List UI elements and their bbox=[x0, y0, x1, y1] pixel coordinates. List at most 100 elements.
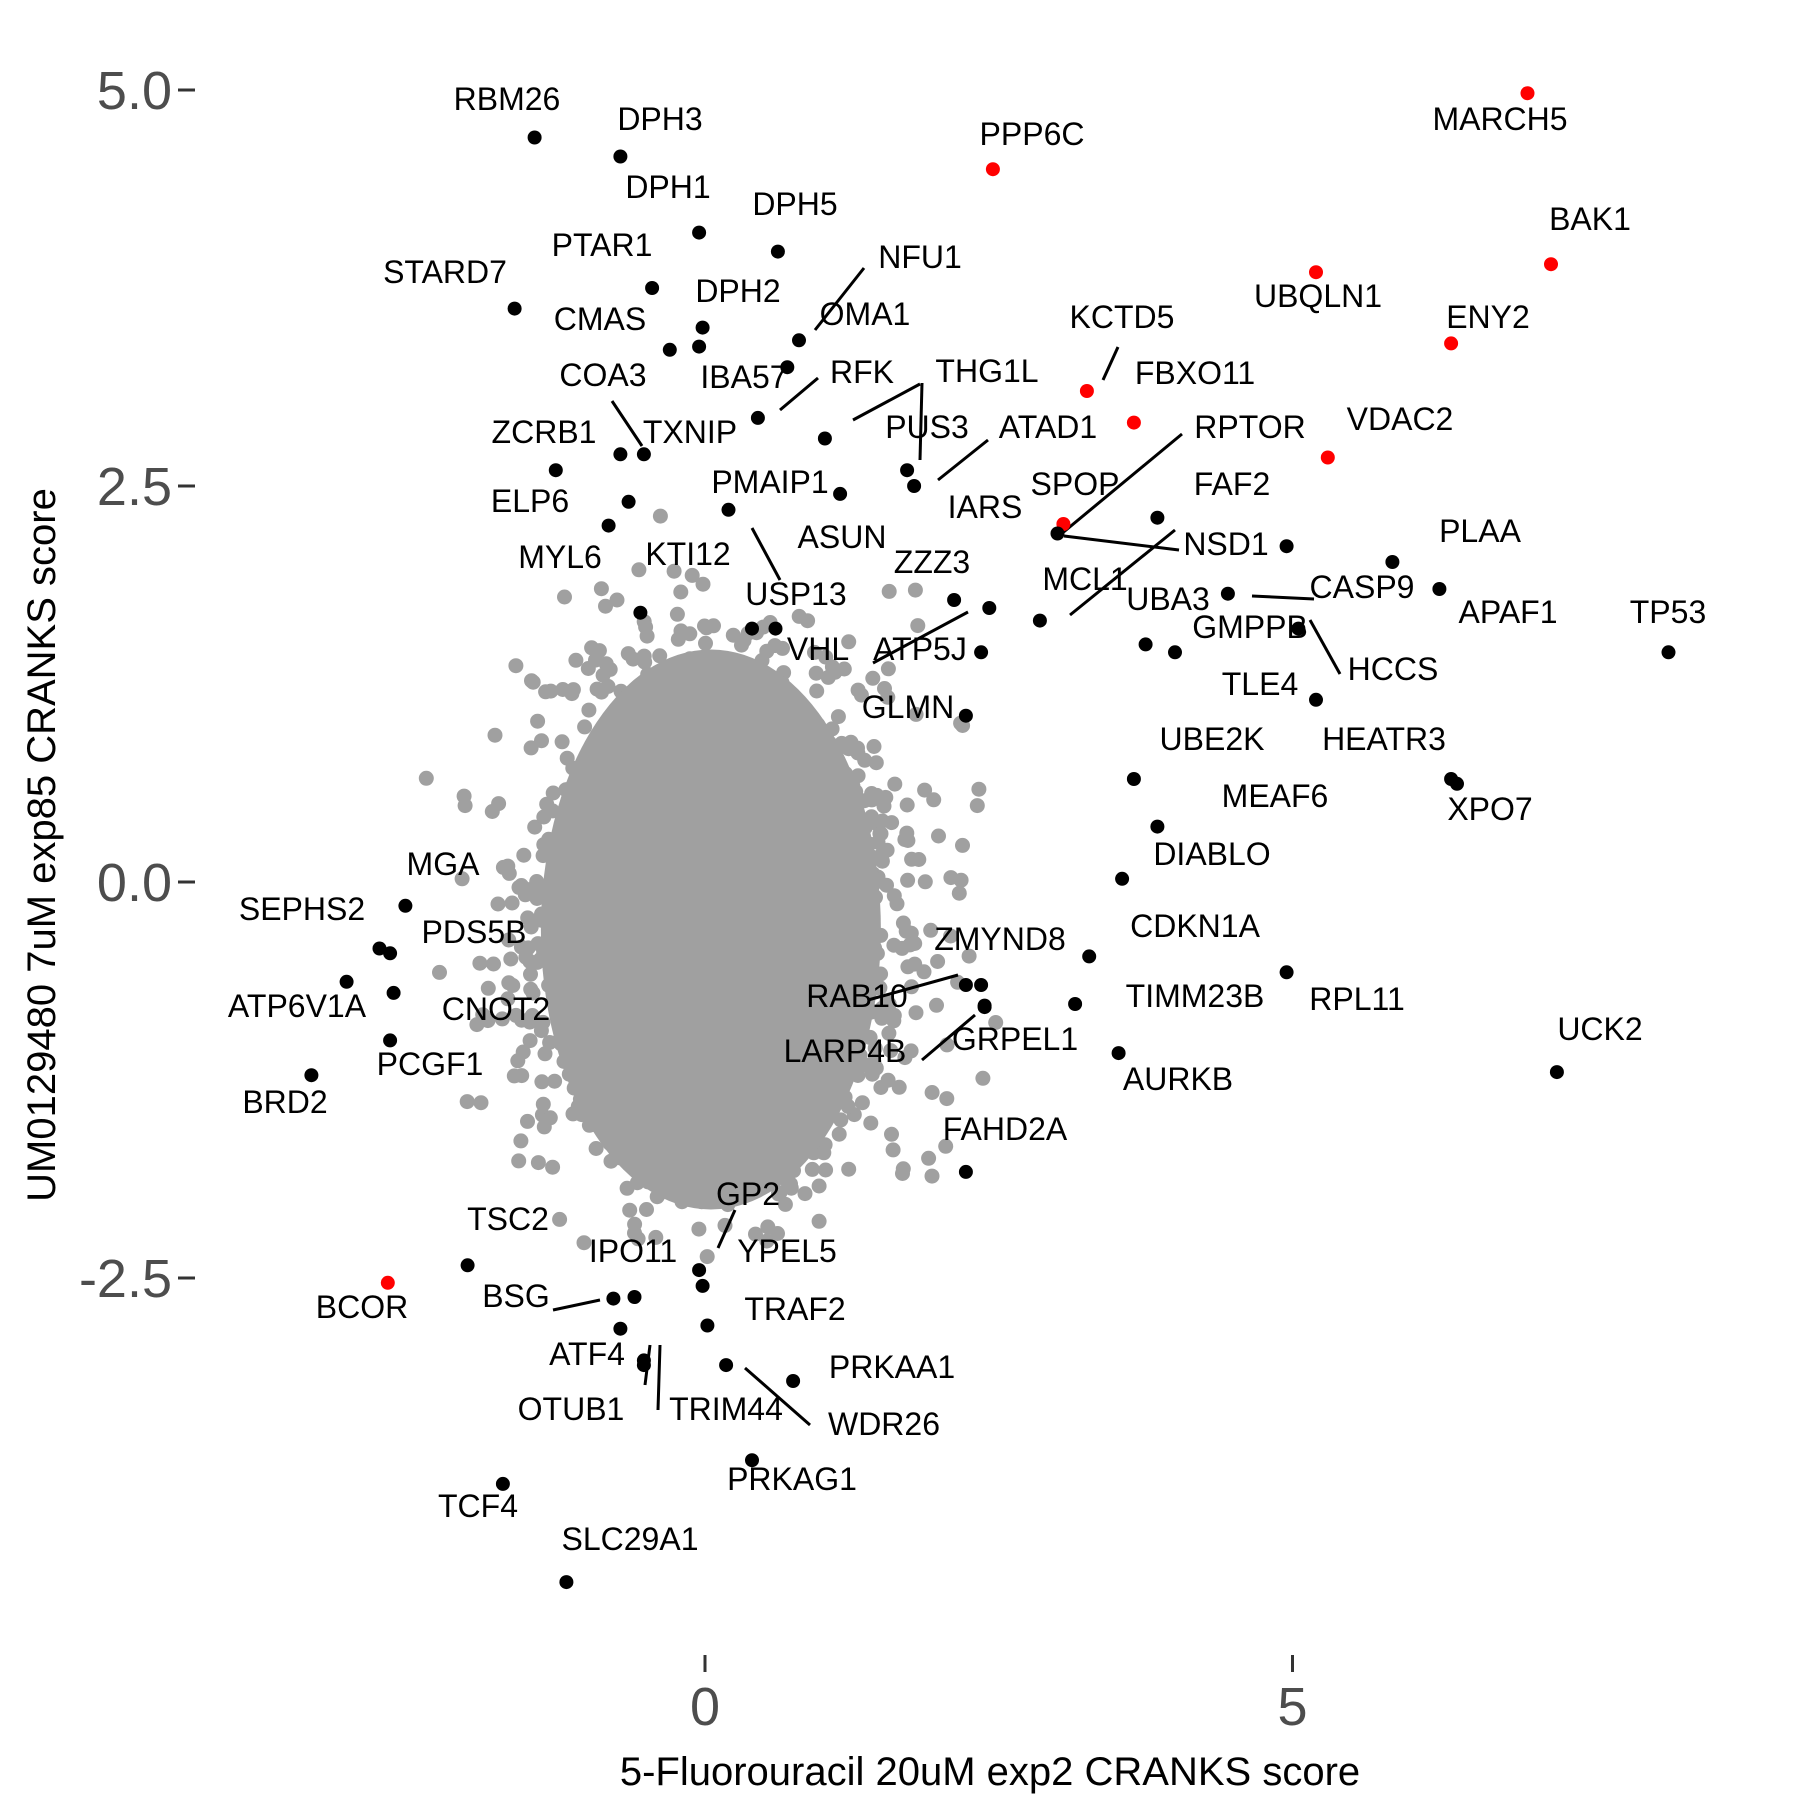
label-tsc2: TSC2 bbox=[467, 1201, 549, 1237]
leader-line bbox=[867, 973, 959, 1002]
background-point bbox=[939, 1091, 955, 1107]
background-point bbox=[535, 1096, 551, 1112]
background-point bbox=[525, 674, 541, 690]
x-tick-label: 0 bbox=[690, 1677, 720, 1737]
background-point bbox=[783, 1180, 799, 1196]
point-plaa bbox=[1385, 555, 1400, 569]
point-rbm26 bbox=[527, 130, 542, 145]
background-point bbox=[807, 644, 822, 660]
label-fahd2a: FAHD2A bbox=[943, 1111, 1068, 1147]
point-mcl1 bbox=[1032, 613, 1047, 628]
label-rab10: RAB10 bbox=[806, 978, 907, 1014]
background-point bbox=[523, 740, 539, 756]
point-bcor bbox=[380, 1275, 395, 1290]
background-point bbox=[831, 1126, 847, 1142]
point-tp53 bbox=[1661, 645, 1676, 660]
background-core bbox=[540, 649, 881, 1210]
label-meaf6: MEAF6 bbox=[1222, 778, 1329, 814]
point-tsc2 bbox=[460, 1258, 475, 1273]
background-point bbox=[850, 745, 866, 761]
leader-line bbox=[872, 610, 969, 665]
label-ube2k: UBE2K bbox=[1160, 721, 1265, 757]
label-slc29a1: SLC29A1 bbox=[562, 1521, 699, 1557]
point-rptor bbox=[1050, 526, 1065, 541]
point-brd2 bbox=[304, 1068, 319, 1083]
point-march5 bbox=[1520, 86, 1535, 101]
background-points bbox=[418, 508, 1004, 1265]
leader-line bbox=[1063, 534, 1180, 552]
background-point bbox=[691, 1221, 707, 1237]
label-bsg: BSG bbox=[482, 1278, 550, 1314]
label-prkaa1: PRKAA1 bbox=[829, 1349, 955, 1385]
axes: 5.0 2.5 0.0 -2.5 0 5 bbox=[79, 61, 1308, 1737]
point-fahd2a bbox=[958, 1164, 973, 1179]
background-point bbox=[523, 981, 539, 997]
point-ipo11 bbox=[606, 1291, 621, 1306]
background-point bbox=[874, 853, 890, 869]
label-thg1l: THG1L bbox=[935, 353, 1038, 389]
label-nfu1: NFU1 bbox=[878, 239, 962, 275]
background-point bbox=[594, 684, 609, 700]
background-point bbox=[876, 798, 892, 814]
background-point bbox=[908, 1005, 924, 1021]
label-cnot2: CNOT2 bbox=[442, 991, 550, 1027]
point-rfk bbox=[750, 410, 765, 425]
label-mga: MGA bbox=[407, 846, 481, 882]
point-eny2 bbox=[1444, 336, 1459, 351]
label-asun: ASUN bbox=[798, 519, 887, 555]
background-point bbox=[881, 1025, 897, 1041]
label-wdr26: WDR26 bbox=[828, 1406, 940, 1442]
background-point bbox=[816, 1145, 832, 1161]
highlighted-points bbox=[304, 86, 1676, 1590]
point-dph3 bbox=[613, 149, 628, 164]
point-tcf4 bbox=[495, 1476, 510, 1491]
background-point bbox=[841, 1161, 857, 1177]
background-point bbox=[652, 648, 668, 664]
label-timm23b: TIMM23B bbox=[1126, 978, 1265, 1014]
label-traf2: TRAF2 bbox=[744, 1291, 845, 1327]
background-point bbox=[520, 940, 536, 956]
background-point bbox=[652, 508, 668, 524]
point-diablo bbox=[1115, 871, 1130, 886]
background-point bbox=[885, 1142, 901, 1158]
background-point bbox=[748, 1226, 763, 1242]
background-point bbox=[542, 1110, 558, 1126]
background-point bbox=[836, 661, 852, 677]
leader-line bbox=[852, 382, 921, 422]
point-cmas bbox=[662, 342, 677, 357]
background-point bbox=[804, 1161, 820, 1177]
background-point bbox=[673, 584, 689, 600]
point-trim44 bbox=[636, 1358, 651, 1373]
label-faf2: FAF2 bbox=[1194, 466, 1270, 502]
point-myl6 bbox=[601, 518, 616, 533]
label-coa3: COA3 bbox=[559, 357, 646, 393]
leader-line bbox=[1308, 619, 1342, 675]
point-fbxo11 bbox=[1126, 415, 1141, 430]
background-point bbox=[530, 713, 546, 729]
label-sephs2: SEPHS2 bbox=[239, 891, 365, 927]
background-point bbox=[473, 1095, 489, 1111]
point-uck2 bbox=[1549, 1065, 1564, 1080]
point-prkaa1 bbox=[786, 1374, 801, 1388]
label-stard7: STARD7 bbox=[383, 254, 507, 290]
point-uba3 bbox=[1138, 637, 1153, 652]
point-meaf6 bbox=[1150, 819, 1165, 834]
point-stard7 bbox=[507, 301, 522, 316]
background-point bbox=[480, 980, 496, 996]
background-point bbox=[759, 1233, 775, 1249]
label-atp5j: ATP5J bbox=[873, 631, 967, 667]
label-ypel5: YPEL5 bbox=[737, 1233, 837, 1269]
background-point bbox=[545, 785, 561, 801]
label-dph3: DPH3 bbox=[617, 101, 702, 137]
label-larp4b: LARP4B bbox=[784, 1033, 907, 1069]
leader-line bbox=[552, 1298, 601, 1312]
point-faf2 bbox=[1150, 510, 1165, 525]
label-uba3: UBA3 bbox=[1126, 581, 1210, 617]
background-point bbox=[501, 932, 517, 948]
background-point bbox=[631, 562, 647, 578]
background-point bbox=[818, 649, 834, 665]
background-point bbox=[908, 706, 924, 722]
label-zzz3: ZZZ3 bbox=[894, 544, 970, 580]
label-prkag1: PRKAG1 bbox=[727, 1461, 857, 1497]
background-point bbox=[865, 670, 881, 686]
